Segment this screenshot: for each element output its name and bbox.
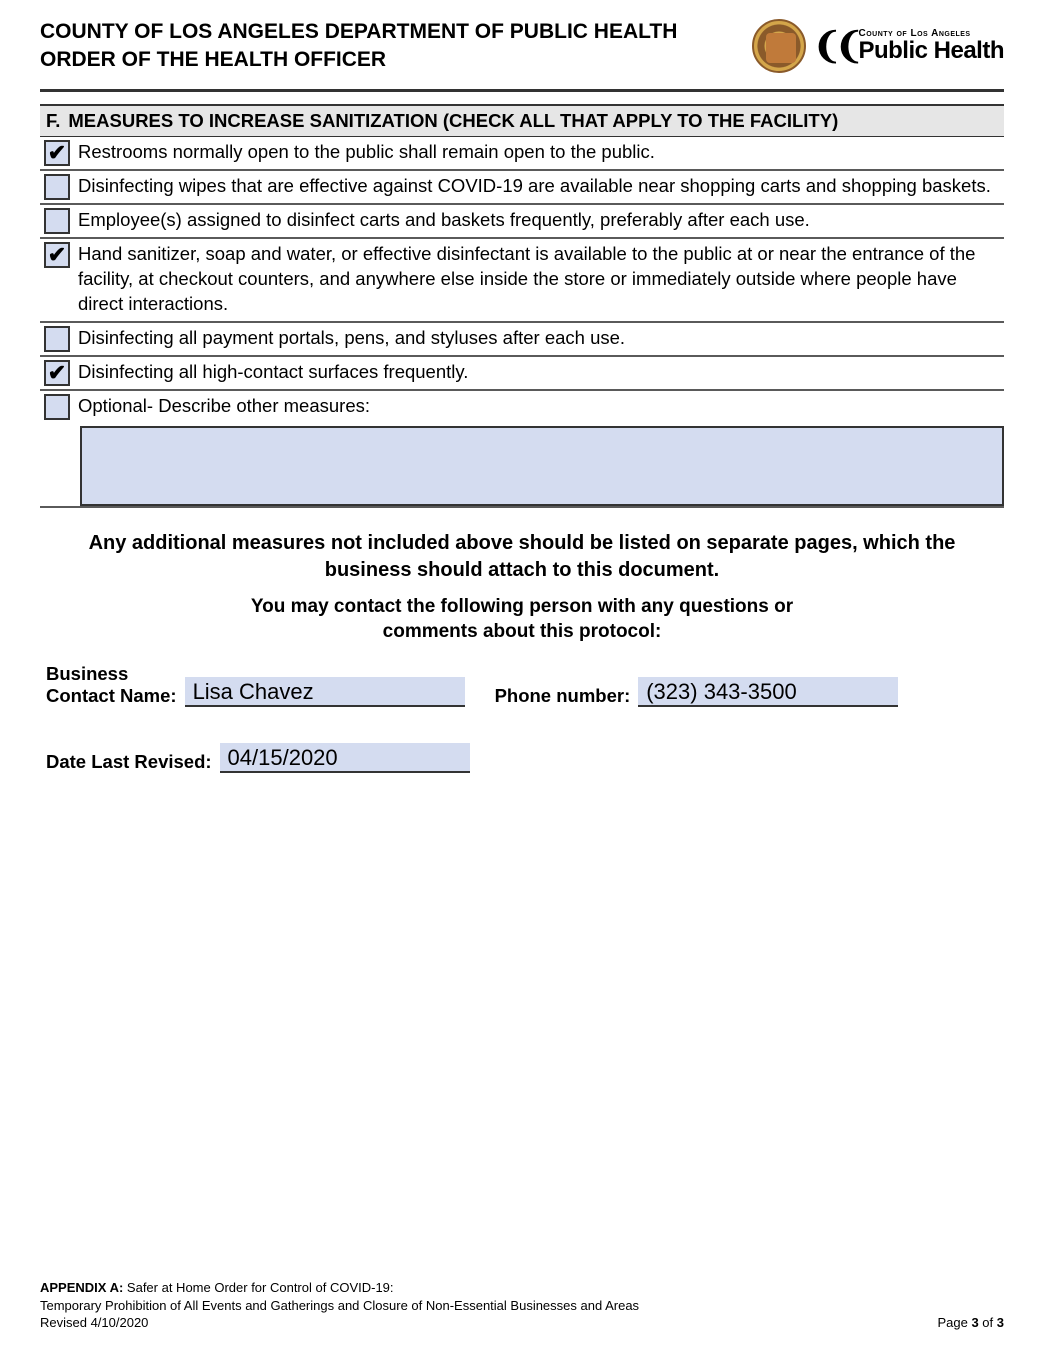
checklist-row: ✔Disinfecting all high-contact surfaces … (40, 355, 1004, 389)
checkbox[interactable] (44, 326, 70, 352)
additional-measures-note: Any additional measures not included abo… (80, 530, 964, 584)
contact-section: Business Contact Name: Lisa Chavez Phone… (40, 663, 1004, 773)
checkbox[interactable] (44, 208, 70, 234)
footer-line3: Revised 4/10/2020 (40, 1314, 639, 1332)
footer-left: APPENDIX A: Safer at Home Order for Cont… (40, 1279, 639, 1332)
checkbox-cell: ✔ (40, 357, 74, 389)
checklist-row: Employee(s) assigned to disinfect carts … (40, 203, 1004, 237)
checkbox[interactable]: ✔ (44, 360, 70, 386)
checkbox[interactable]: ✔ (44, 140, 70, 166)
footer-page-label: Page (937, 1315, 971, 1330)
header-line1: COUNTY OF LOS ANGELES DEPARTMENT OF PUBL… (40, 18, 677, 46)
contact-name-label: Business Contact Name: (46, 663, 177, 707)
checkbox-cell (40, 323, 74, 355)
checkbox[interactable] (44, 394, 70, 420)
contact-date-label: Date Last Revised: (46, 751, 212, 773)
checkbox-cell (40, 205, 74, 237)
footer-page-num: 3 (971, 1315, 978, 1330)
footer-appendix-label: APPENDIX A: (40, 1280, 123, 1295)
checklist-row: Optional- Describe other measures: (40, 389, 1004, 423)
contact-name-field[interactable]: Lisa Chavez (185, 677, 465, 707)
footer-appendix-text: Safer at Home Order for Control of COVID… (123, 1280, 393, 1295)
checklist-text: Disinfecting all payment portals, pens, … (74, 323, 1004, 355)
county-seal-icon (752, 19, 806, 73)
checkbox[interactable] (44, 174, 70, 200)
checklist-text: Hand sanitizer, soap and water, or effec… (74, 239, 1004, 321)
footer-page-of: of (979, 1315, 997, 1330)
checkbox-cell (40, 391, 74, 423)
checklist-text: Restrooms normally open to the public sh… (74, 137, 1004, 169)
hands-icon: ❨❨ (812, 28, 856, 64)
checklist-text: Employee(s) assigned to disinfect carts … (74, 205, 1004, 237)
contact-date-row: Date Last Revised: 04/15/2020 (46, 743, 470, 773)
checklist-text: Disinfecting wipes that are effective ag… (74, 171, 1004, 203)
footer-line2: Temporary Prohibition of All Events and … (40, 1297, 639, 1315)
page-header: COUNTY OF LOS ANGELES DEPARTMENT OF PUBL… (40, 18, 1004, 92)
contact-name-row: Business Contact Name: Lisa Chavez (46, 663, 465, 707)
checklist-text: Optional- Describe other measures: (74, 391, 1004, 423)
page-footer: APPENDIX A: Safer at Home Order for Cont… (40, 1279, 1004, 1332)
contact-date-field[interactable]: 04/15/2020 (220, 743, 470, 773)
checklist-text: Disinfecting all high-contact surfaces f… (74, 357, 1004, 389)
checklist-row: ✔Restrooms normally open to the public s… (40, 137, 1004, 169)
checklist: ✔Restrooms normally open to the public s… (40, 137, 1004, 423)
footer-page: Page 3 of 3 (937, 1314, 1004, 1332)
checklist-row: ✔Hand sanitizer, soap and water, or effe… (40, 237, 1004, 321)
checkbox-cell: ✔ (40, 239, 74, 321)
footer-page-total: 3 (997, 1315, 1004, 1330)
logo-bottom-text: Public Health (858, 39, 1004, 63)
checklist-row: Disinfecting all payment portals, pens, … (40, 321, 1004, 355)
contact-note: You may contact the following person wit… (212, 594, 832, 645)
checkbox-cell: ✔ (40, 137, 74, 169)
header-line2: ORDER OF THE HEALTH OFFICER (40, 46, 677, 74)
checkbox[interactable]: ✔ (44, 242, 70, 268)
checklist-row: Disinfecting wipes that are effective ag… (40, 169, 1004, 203)
other-measures-textarea[interactable] (80, 426, 1004, 506)
contact-phone-label: Phone number: (495, 685, 631, 707)
contact-phone-field[interactable]: (323) 343-3500 (638, 677, 898, 707)
checkbox-cell (40, 171, 74, 203)
section-letter: F. (46, 110, 60, 132)
contact-phone-row: Phone number: (323) 343-3500 (495, 663, 899, 707)
public-health-logo: ❨❨ County of Los Angeles Public Health (812, 28, 1004, 64)
header-logos: ❨❨ County of Los Angeles Public Health (752, 19, 1004, 73)
section-header: F. MEASURES TO INCREASE SANITIZATION (CH… (40, 104, 1004, 137)
header-title: COUNTY OF LOS ANGELES DEPARTMENT OF PUBL… (40, 18, 677, 75)
section-title: MEASURES TO INCREASE SANITIZATION (CHECK… (68, 110, 838, 132)
